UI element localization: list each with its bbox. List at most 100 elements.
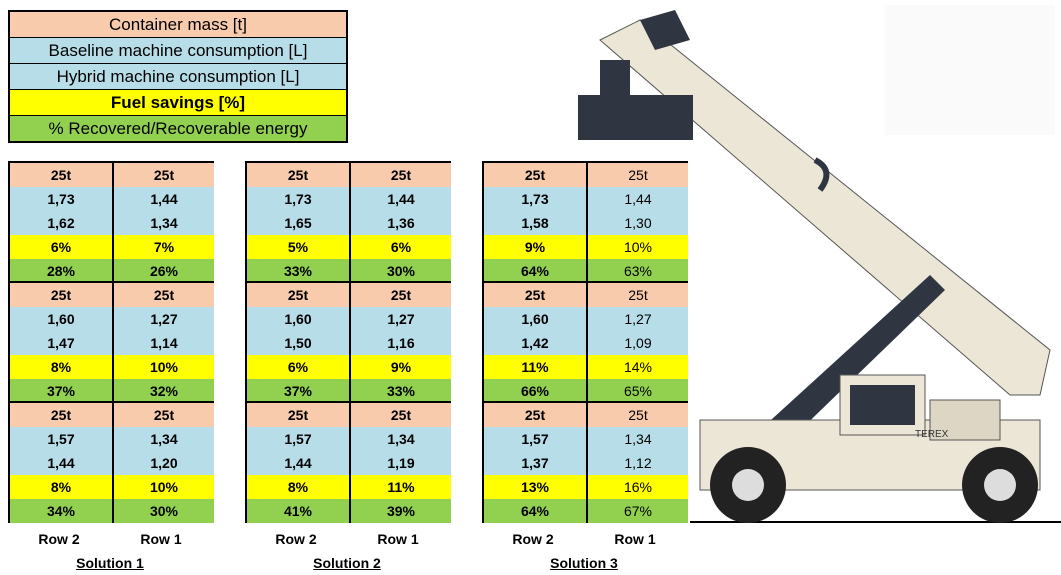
table-cell: 25t	[112, 403, 214, 427]
table-cell: 30%	[349, 259, 451, 283]
table-cell: 1,44	[112, 187, 214, 211]
table-cell: 64%	[484, 499, 586, 523]
table-cell: 37%	[247, 379, 349, 403]
table-cell: 25t	[112, 283, 214, 307]
table-cell: 8%	[10, 355, 112, 379]
table-cell: 37%	[10, 379, 112, 403]
table-cell: 25t	[349, 283, 451, 307]
solution-label: Solution 3	[550, 555, 618, 571]
table-cell: 34%	[10, 499, 112, 523]
table-cell: 33%	[247, 259, 349, 283]
table-cell: 1,44	[586, 187, 688, 211]
table-cell: 1,65	[247, 211, 349, 235]
table-cell: 1,42	[484, 331, 586, 355]
table-cell: 1,62	[10, 211, 112, 235]
table-cell: 11%	[484, 355, 586, 379]
column-label: Row 2	[38, 531, 80, 547]
table-cell: 1,73	[10, 187, 112, 211]
legend-row: Container mass [t]	[10, 12, 346, 38]
table-cell: 39%	[349, 499, 451, 523]
table-cell: 1,60	[247, 307, 349, 331]
table-cell: 1,73	[247, 187, 349, 211]
table-cell: 6%	[349, 235, 451, 259]
table-cell: 1,58	[484, 211, 586, 235]
table-cell: 1,34	[349, 427, 451, 451]
block: 25t 25t 1,73 1,44 1,58 1,30 9% 10% 64% 63%	[482, 161, 688, 283]
table-cell: 25t	[586, 163, 688, 187]
table-cell: 1,44	[247, 451, 349, 475]
table-cell: 10%	[586, 235, 688, 259]
table-cell: 8%	[247, 475, 349, 499]
table-cell: 9%	[484, 235, 586, 259]
table-cell: 25t	[10, 283, 112, 307]
table-cell: 25t	[247, 283, 349, 307]
table-cell: 25t	[484, 163, 586, 187]
table-cell: 1,57	[10, 427, 112, 451]
table-cell: 1,16	[349, 331, 451, 355]
block: 25t 25t 1,60 1,27 1,47 1,14 8% 10% 37% 32%	[8, 281, 214, 403]
table-cell: 25t	[10, 403, 112, 427]
block: 25t 25t 1,73 1,44 1,65 1,36 5% 6% 33% 30%	[245, 161, 451, 283]
table-cell: 1,47	[10, 331, 112, 355]
table-cell: 1,34	[586, 427, 688, 451]
solution-label: Solution 2	[313, 555, 381, 571]
table-cell: 65%	[586, 379, 688, 403]
table-cell: 5%	[247, 235, 349, 259]
table-cell: 8%	[10, 475, 112, 499]
legend-row: % Recovered/Recoverable energy	[10, 116, 346, 141]
table-cell: 1,27	[112, 307, 214, 331]
table-cell: 1,60	[484, 307, 586, 331]
table-cell: 32%	[112, 379, 214, 403]
table-cell: 28%	[10, 259, 112, 283]
table-cell: 25t	[349, 163, 451, 187]
column-label: Row 1	[140, 531, 182, 547]
legend-row: Baseline machine consumption [L]	[10, 38, 346, 64]
table-cell: 1,09	[586, 331, 688, 355]
table-cell: 13%	[484, 475, 586, 499]
table-cell: 1,30	[586, 211, 688, 235]
table-cell: 67%	[586, 499, 688, 523]
table-cell: 1,34	[112, 211, 214, 235]
table-cell: 64%	[484, 259, 586, 283]
table-cell: 25t	[586, 403, 688, 427]
block: 25t 25t 1,57 1,34 1,44 1,19 8% 11% 41% 39%	[245, 401, 451, 523]
table-cell: 41%	[247, 499, 349, 523]
table-cell: 25t	[349, 403, 451, 427]
table-cell: 25t	[484, 403, 586, 427]
table-cell: 1,44	[10, 451, 112, 475]
table-cell: 14%	[586, 355, 688, 379]
table-cell: 6%	[10, 235, 112, 259]
column-label: Row 1	[614, 531, 656, 547]
table-cell: 25t	[484, 283, 586, 307]
table-cell: 1,50	[247, 331, 349, 355]
solution-label: Solution 1	[76, 555, 144, 571]
table-cell: 1,27	[586, 307, 688, 331]
legend: Container mass [t] Baseline machine consu…	[8, 10, 348, 143]
table-cell: 1,73	[484, 187, 586, 211]
table-cell: 1,34	[112, 427, 214, 451]
block: 25t 25t 1,73 1,44 1,62 1,34 6% 7% 28% 26%	[8, 161, 214, 283]
table-cell: 6%	[247, 355, 349, 379]
column-label: Row 1	[377, 531, 419, 547]
block: 25t 25t 1,57 1,34 1,44 1,20 8% 10% 34% 30%	[8, 401, 214, 523]
column-label: Row 2	[275, 531, 317, 547]
block: 25t 25t 1,57 1,34 1,37 1,12 13% 16% 64% 67%	[482, 401, 688, 523]
table-cell: 1,12	[586, 451, 688, 475]
table-cell: 1,20	[112, 451, 214, 475]
table-cell: 1,57	[247, 427, 349, 451]
table-cell: 1,27	[349, 307, 451, 331]
table-cell: 1,19	[349, 451, 451, 475]
table-cell: 25t	[247, 163, 349, 187]
table-cell: 1,14	[112, 331, 214, 355]
table-cell: 25t	[10, 163, 112, 187]
block: 25t 25t 1,60 1,27 1,42 1,09 11% 14% 66% 65%	[482, 281, 688, 403]
table-cell: 7%	[112, 235, 214, 259]
svg-text:TEREX: TEREX	[915, 429, 949, 440]
table-cell: 1,60	[10, 307, 112, 331]
table-cell: 1,44	[349, 187, 451, 211]
table-cell: 10%	[112, 475, 214, 499]
legend-row: Fuel savings [%]	[10, 90, 346, 116]
table-cell: 25t	[247, 403, 349, 427]
